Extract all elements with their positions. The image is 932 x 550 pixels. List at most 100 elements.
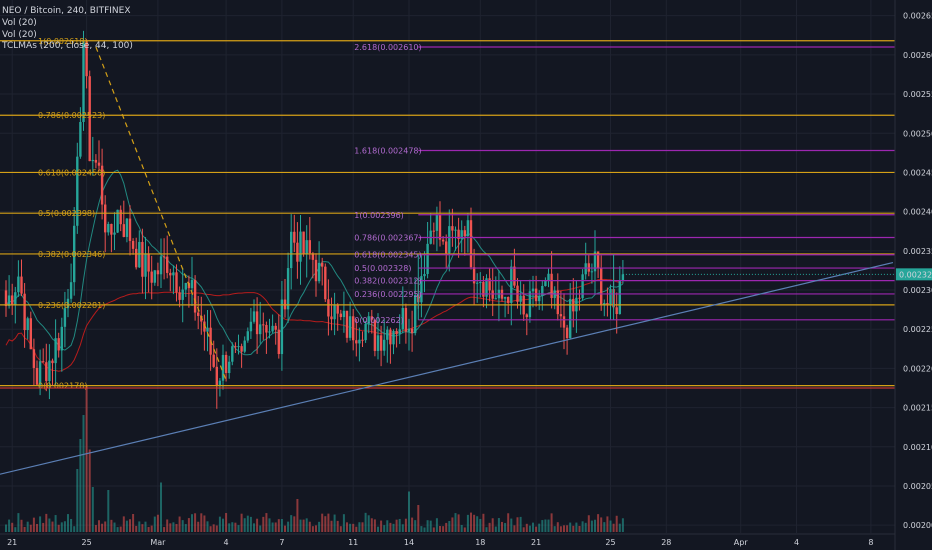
candle-body [330,316,333,320]
candle-body [4,290,8,307]
candle-body [175,272,178,293]
volume-bar [482,513,485,532]
fib-label-gold: 0.236(0.002281) [38,301,105,310]
volume-bar [308,521,311,532]
volume-bar [17,513,20,532]
fib-label-purple: 0.236(0.002295) [354,290,421,299]
candle-body [621,274,625,281]
volume-bar [178,516,181,532]
volume-bar [116,527,119,532]
moving-average-44 [5,169,624,356]
candle-body [379,335,383,351]
volume-bar [150,525,153,532]
volume-bar [569,522,572,532]
volume-bar [287,521,290,532]
volume-bar [271,522,274,532]
fib-label-purple: 0.786(0.002367) [354,233,421,242]
candle-body [314,259,318,282]
candle-body [265,324,268,333]
volume-bar [277,519,280,532]
volume-bar [479,518,482,532]
volume-bar [237,525,240,532]
volume-bar [448,521,451,532]
candle-body [590,271,594,273]
volume-bar [432,527,435,532]
volume-bars [5,385,624,532]
volume-bar [45,513,48,532]
fib-label-purple: 0.382(0.002312) [354,277,421,286]
volume-bar [249,516,252,532]
fib-anchor-dashed-line [95,46,227,381]
volume-bar [119,526,122,532]
volume-bar [305,518,308,532]
candle-body [122,224,125,237]
candle-body [426,243,429,274]
candle-body [197,312,200,316]
y-tick-label: 0.002500 [903,129,932,138]
candle-body [445,241,448,254]
volume-bar [386,520,389,532]
candle-body [593,251,597,272]
candle-body [228,361,231,374]
candle-body [88,76,91,162]
candle-body [131,240,135,249]
volume-bar [11,522,14,532]
volume-bar [420,526,423,532]
candle-body [290,231,293,269]
volume-bar [349,523,352,532]
volume-bar [76,469,79,532]
volume-bar [296,499,299,532]
volume-bar [466,514,469,532]
x-tick-label: 4 [224,538,229,547]
volume-bar [330,520,333,532]
x-tick-label: 25 [605,538,615,547]
candle-body [476,282,479,284]
y-tick-label: 0.002450 [903,168,932,177]
x-tick-label: 4 [794,538,799,547]
candle-body [20,276,23,294]
candle-body [280,299,284,355]
candle-body [327,299,330,317]
legend: NEO / Bitcoin, 240, BITFINEX Vol (20) Vo… [1,6,133,51]
volume-bar [528,525,531,532]
volume-bar [544,519,547,532]
candle-body [11,295,14,306]
candle-body [469,220,473,268]
volume-bar [417,505,420,532]
candle-body [203,321,206,332]
volume-bar [321,513,324,532]
volume-bar [57,524,60,532]
candle-body [110,223,113,235]
candle-body [162,256,166,258]
x-tick-label: 21 [7,538,17,547]
candle-body [144,253,147,277]
candle-body [348,316,352,338]
candle-body [358,339,361,344]
candle-body [569,298,572,339]
volume-bar [516,517,519,532]
volume-bar [395,519,398,532]
candle-body [7,295,11,307]
candle-body [147,253,150,272]
candle-body [296,242,299,262]
volume-bar [85,385,88,532]
volume-bar [203,515,206,532]
candle-body [472,267,476,284]
volume-bar [404,518,407,532]
fib-label-gold: 1(0.002618) [38,37,88,46]
candle-body [507,297,510,303]
candle-body [603,302,606,305]
volume-bar [54,515,57,532]
candle-body [231,346,234,362]
volume-bar [256,518,259,532]
candle-body [14,292,17,306]
volume-bar [578,525,581,532]
volume-bar [401,524,404,532]
candle-body [596,251,600,269]
volume-bar [324,516,327,532]
candle-body [178,292,181,300]
volume-bar [352,523,355,532]
